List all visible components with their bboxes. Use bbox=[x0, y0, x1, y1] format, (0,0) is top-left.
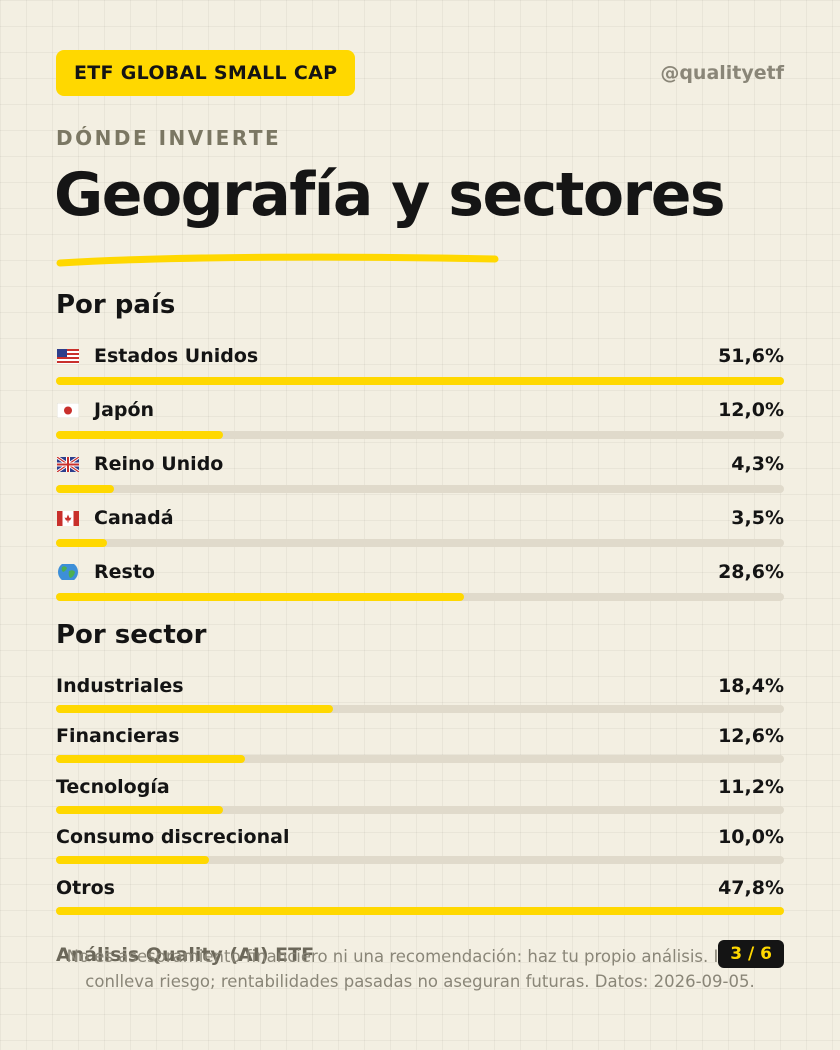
badge-label: ETF GLOBAL SMALL CAP bbox=[74, 62, 338, 84]
sector-value: 18,4% bbox=[718, 675, 784, 697]
bar-track bbox=[56, 377, 784, 385]
ca-flag-icon bbox=[56, 510, 80, 526]
sector-row: Industriales 18,4% bbox=[56, 675, 784, 713]
sector-value: 11,2% bbox=[718, 776, 784, 798]
sector-value: 10,0% bbox=[718, 826, 784, 848]
country-row: Estados Unidos 51,6% bbox=[56, 345, 784, 385]
country-label: Japón bbox=[94, 399, 155, 421]
bar-track bbox=[56, 705, 784, 713]
title-underline bbox=[56, 253, 499, 267]
bar-fill bbox=[56, 755, 246, 763]
country-row: Reino Unido 4,3% bbox=[56, 453, 784, 493]
bar-track bbox=[56, 755, 784, 763]
country-value: 3,5% bbox=[731, 507, 784, 529]
country-row: Japón 12,0% bbox=[56, 399, 784, 439]
sector-label: Tecnología bbox=[56, 776, 170, 798]
country-label: Resto bbox=[94, 561, 155, 583]
author-handle: @qualityetf bbox=[660, 62, 784, 84]
country-label: Estados Unidos bbox=[94, 345, 259, 367]
jp-flag-icon bbox=[56, 402, 80, 418]
globe-icon bbox=[56, 564, 80, 580]
bar-track bbox=[56, 907, 784, 915]
bar-fill bbox=[56, 705, 333, 713]
bar-track bbox=[56, 539, 784, 547]
sector-label: Consumo discrecional bbox=[56, 826, 290, 848]
sector-row: Tecnología 11,2% bbox=[56, 776, 784, 814]
bar-fill bbox=[56, 377, 784, 385]
bar-fill bbox=[56, 485, 115, 493]
sector-label: Financieras bbox=[56, 725, 180, 747]
disclaimer-text: No es asesoramiento financiero ni una re… bbox=[66, 947, 774, 991]
country-row: Canadá 3,5% bbox=[56, 507, 784, 547]
country-value: 12,0% bbox=[718, 399, 784, 421]
sector-label: Industriales bbox=[56, 675, 184, 697]
bar-track bbox=[56, 593, 784, 601]
bar-fill bbox=[56, 907, 784, 915]
sector-value: 47,8% bbox=[718, 877, 784, 899]
country-value: 51,6% bbox=[718, 345, 784, 367]
country-label: Reino Unido bbox=[94, 453, 224, 475]
bar-fill bbox=[56, 539, 107, 547]
title-badge: ETF GLOBAL SMALL CAP bbox=[56, 50, 356, 96]
us-flag-icon bbox=[56, 348, 80, 364]
bar-fill bbox=[56, 856, 209, 864]
bar-track bbox=[56, 431, 784, 439]
country-label: Canadá bbox=[94, 507, 174, 529]
countries-heading: Por país bbox=[56, 290, 176, 320]
sector-row: Consumo discrecional 10,0% bbox=[56, 826, 784, 864]
bar-track bbox=[56, 856, 784, 864]
bar-fill bbox=[56, 431, 224, 439]
uk-flag-icon bbox=[56, 456, 80, 472]
country-row: Resto 28,6% bbox=[56, 561, 784, 601]
bar-fill bbox=[56, 806, 224, 814]
footer-brand: Análisis Quality (AI) ETF bbox=[56, 944, 315, 966]
sector-label: Otros bbox=[56, 877, 115, 899]
country-value: 28,6% bbox=[718, 561, 784, 583]
country-value: 4,3% bbox=[731, 453, 784, 475]
bar-fill bbox=[56, 593, 464, 601]
section-kicker: DÓNDE INVIERTE bbox=[56, 126, 282, 150]
sectors-heading: Por sector bbox=[56, 620, 207, 650]
page-counter: 3 / 6 bbox=[718, 940, 784, 968]
sector-value: 12,6% bbox=[718, 725, 784, 747]
bar-track bbox=[56, 806, 784, 814]
page-title: Geografía y sectores bbox=[54, 160, 726, 230]
bar-track bbox=[56, 485, 784, 493]
sector-row: Otros 47,8% bbox=[56, 877, 784, 915]
sector-row: Financieras 12,6% bbox=[56, 725, 784, 763]
